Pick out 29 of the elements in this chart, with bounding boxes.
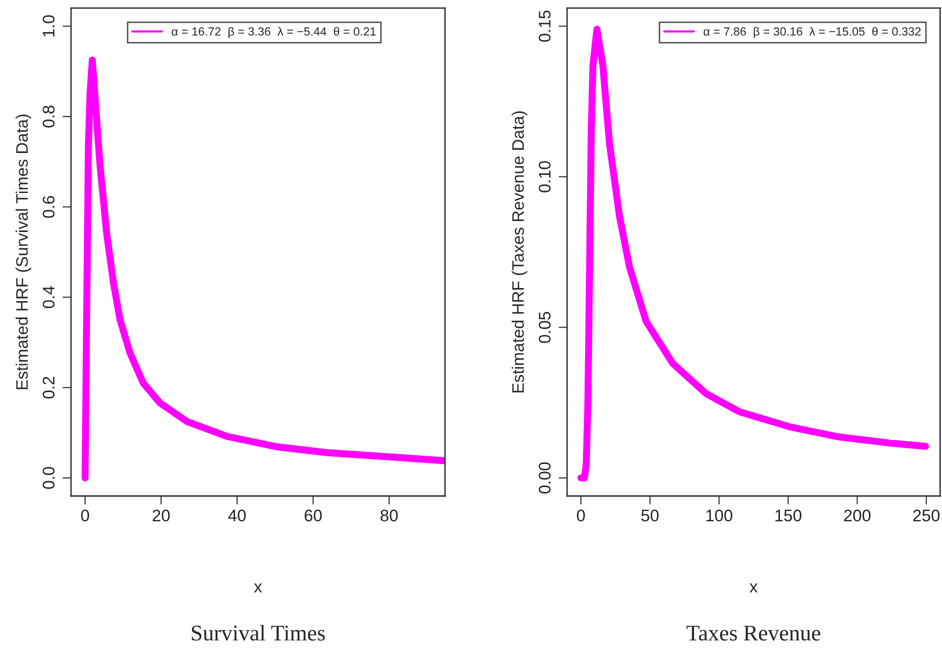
y-tick-label: 0.0	[42, 466, 55, 489]
y-tick-label: 0.15	[538, 10, 551, 42]
text: Taxes Revenue	[686, 626, 820, 641]
x-tick-label: 150	[776, 510, 802, 522]
x-tick-label: 50	[641, 510, 659, 522]
x-tick-label: 20	[152, 510, 170, 522]
x-tick-label: 0	[576, 510, 585, 522]
x-tick-label: 100	[706, 510, 732, 522]
y-tick-label: 0.4	[42, 286, 55, 308]
y-tick-label: 0.10	[538, 161, 551, 192]
y-tick-label: 0.05	[538, 312, 551, 343]
y-axis-title: Estimated HRF (Survival Times Data)	[16, 114, 32, 390]
x-tick-label: 0	[81, 510, 90, 522]
y-tick-label: 0.6	[42, 196, 55, 218]
x-axis-title: x	[750, 584, 758, 592]
y-tick-label: 0.00	[538, 462, 551, 494]
y-tick-label: 1.0	[42, 15, 55, 36]
y-tick-label: 0.8	[42, 106, 55, 128]
x-tick-label: 200	[844, 510, 870, 522]
x-tick-label: 40	[228, 510, 246, 522]
y-axis-title: Estimated HRF (Taxes Revenue Data)	[512, 111, 528, 392]
x-tick-label: 60	[304, 510, 322, 522]
legend-label: α = 16.72 β = 3.36 λ = −5.44 θ = 0.21	[172, 27, 376, 38]
text: Survival Times	[192, 624, 325, 641]
y-tick-label: 0.2	[42, 376, 55, 399]
x-axis-title: x	[254, 584, 262, 592]
x-tick-label: 250	[913, 510, 940, 522]
legend-label: α = 7.86 β = 30.16 λ = −15.05 θ = 0.332	[704, 27, 921, 38]
x-tick-label: 80	[380, 510, 398, 522]
